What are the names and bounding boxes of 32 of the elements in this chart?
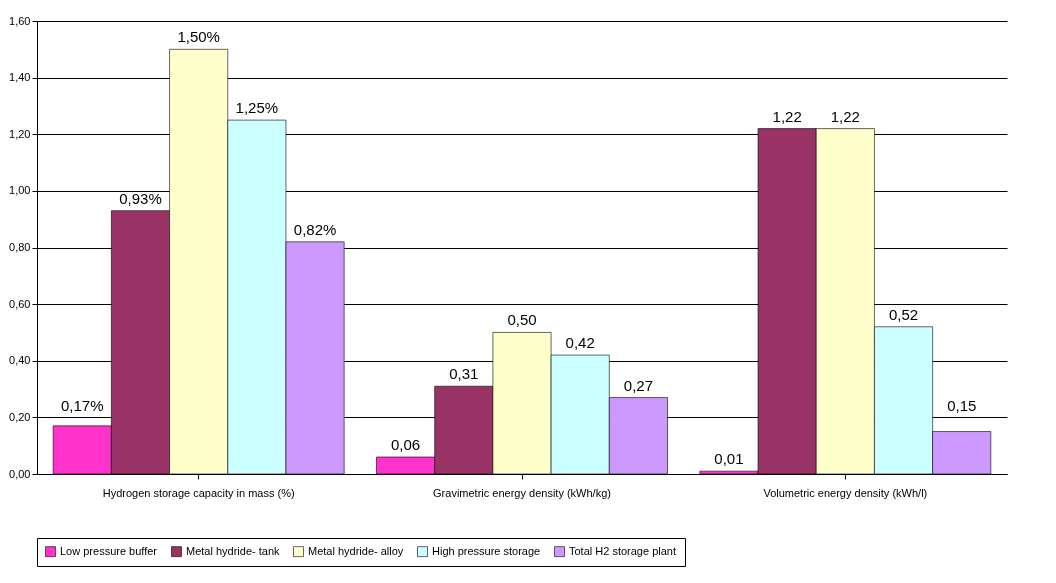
y-tick-label: 0,40 (9, 354, 31, 367)
legend-label: Low pressure buffer (60, 544, 158, 557)
data-label: 0,01 (714, 450, 744, 468)
y-tick-label: 1,60 (9, 14, 31, 27)
data-label: 0,82% (293, 220, 337, 238)
y-tick-label: 1,00 (9, 184, 31, 197)
x-tick-label: Volumetric energy density (kWh/l) (763, 486, 928, 499)
y-tick-label: 0,60 (9, 297, 31, 310)
legend-label: Metal hydride- alloy (308, 544, 404, 557)
data-label: 0,42 (565, 334, 595, 352)
data-label: 1,50% (177, 28, 220, 46)
data-label: 1,22 (830, 107, 860, 125)
data-label: 0,15 (947, 397, 977, 415)
y-tick-label: 0,00 (9, 467, 31, 480)
x-tick-label: Hydrogen storage capacity in mass (%) (102, 486, 295, 499)
legend-label: Metal hydride- tank (186, 544, 281, 557)
legend-label: Total H2 storage plant (569, 544, 677, 557)
y-tick-label: 1,20 (9, 127, 31, 140)
data-label: 0,17% (60, 397, 104, 415)
data-label: 1,22 (772, 107, 802, 125)
data-label: 0,31 (449, 365, 479, 383)
y-tick-label: 0,80 (9, 241, 31, 253)
y-tick-label: 0,20 (9, 410, 31, 423)
y-tick-label: 1,40 (9, 71, 31, 84)
x-tick-label: Gravimetric energy density (kWh/kg) (433, 486, 611, 499)
data-label: 0,52 (888, 305, 919, 323)
legend-label: High pressure storage (432, 544, 541, 557)
data-label: 0,50 (507, 311, 537, 329)
data-label: 0,06 (391, 436, 421, 454)
data-label: 0,93% (119, 189, 162, 207)
data-label: 0,27 (623, 376, 653, 394)
data-label: 1,25% (235, 99, 279, 117)
